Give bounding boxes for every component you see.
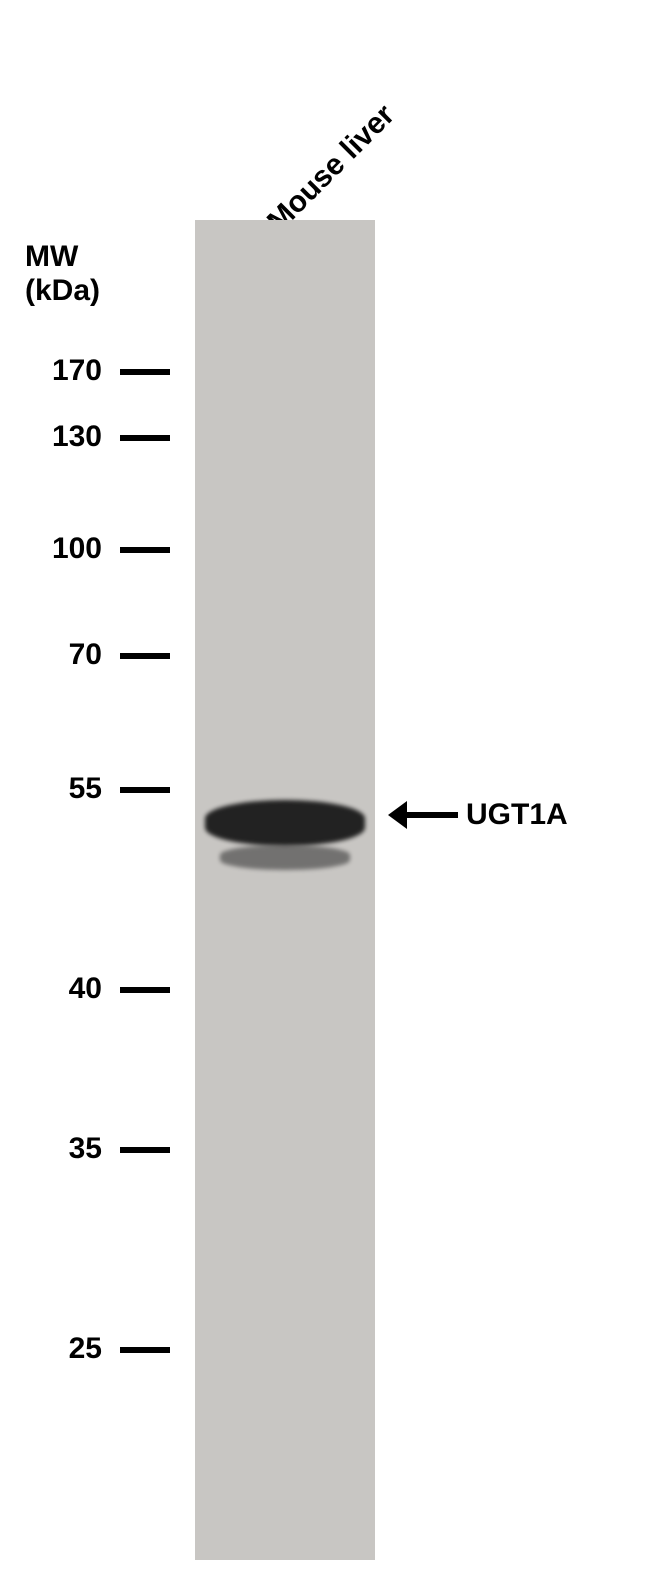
mw-marker-label: 170 (52, 354, 102, 388)
mw-tick (120, 787, 170, 793)
mw-tick (120, 1147, 170, 1153)
mw-tick (120, 987, 170, 993)
arrow-head-icon (388, 801, 407, 829)
mw-marker-label: 70 (69, 638, 102, 672)
mw-header: MW (kDa) (25, 240, 100, 308)
lane-label: Mouse liver (261, 98, 402, 239)
mw-marker-label: 35 (69, 1132, 102, 1166)
mw-marker-label: 25 (69, 1332, 102, 1366)
mw-marker-label: 130 (52, 420, 102, 454)
protein-band (205, 800, 365, 846)
mw-tick (120, 435, 170, 441)
blot-container: Mouse liver MW (kDa) 170 130 100 70 55 40 35 25… (0, 0, 650, 1582)
blot-lane (195, 220, 375, 1560)
mw-tick (120, 1347, 170, 1353)
mw-marker-label: 40 (69, 972, 102, 1006)
mw-marker-label: 100 (52, 532, 102, 566)
mw-tick (120, 653, 170, 659)
protein-band (220, 845, 350, 870)
mw-header-line2: (kDa) (25, 274, 100, 308)
mw-tick (120, 547, 170, 553)
arrow-icon (388, 801, 458, 829)
target-arrow-group: UGT1A (388, 798, 568, 832)
mw-marker-label: 55 (69, 772, 102, 806)
target-label: UGT1A (466, 798, 568, 832)
mw-tick (120, 369, 170, 375)
mw-header-line1: MW (25, 240, 100, 274)
arrow-line (407, 812, 458, 818)
